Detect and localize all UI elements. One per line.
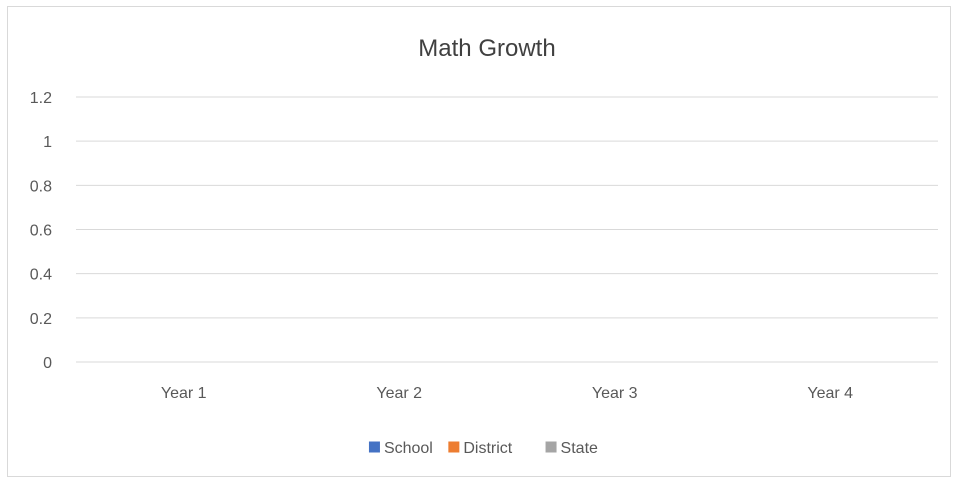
legend-swatch: [545, 441, 557, 453]
y-tick-label: 0.4: [30, 267, 52, 284]
y-tick-label: 0.8: [30, 178, 52, 195]
legend-label: State: [561, 440, 598, 457]
y-axis-ticks: 0 0.2 0.4 0.6 0.8 1 1.2: [30, 90, 52, 372]
legend: School District State: [368, 440, 598, 457]
legend-item-school: School: [368, 440, 433, 457]
y-tick-label: 0.6: [30, 223, 52, 240]
y-tick-label: 1: [43, 134, 52, 151]
legend-swatch: [448, 441, 460, 453]
y-tick-label: 1.2: [30, 90, 52, 107]
chart-title: Math Growth: [418, 35, 555, 62]
x-tick-label: Year 3: [592, 385, 638, 402]
legend-swatch: [368, 441, 380, 453]
legend-label: School: [384, 440, 433, 457]
y-tick-label: 0: [43, 355, 52, 372]
legend-item-state: State: [545, 440, 598, 457]
chart-frame: [7, 6, 951, 477]
x-axis-ticks: Year 1 Year 2 Year 3 Year 4: [161, 385, 853, 402]
legend-item-district: District: [448, 440, 513, 457]
x-tick-label: Year 4: [807, 385, 853, 402]
y-tick-label: 0.2: [30, 311, 52, 328]
legend-label: District: [463, 440, 512, 457]
x-tick-label: Year 1: [161, 385, 207, 402]
x-tick-label: Year 2: [376, 385, 422, 402]
gridlines: [76, 96, 938, 363]
